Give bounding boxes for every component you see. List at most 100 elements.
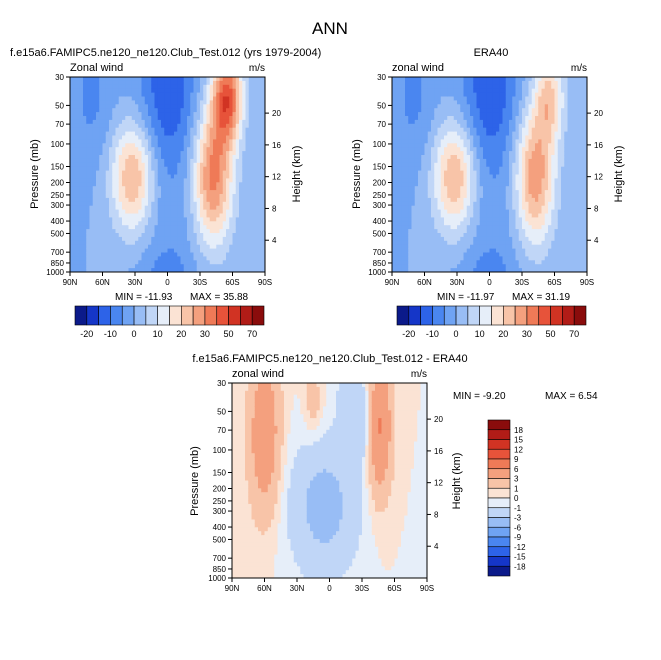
heatmap-cell	[509, 155, 513, 160]
heatmap-cell	[99, 119, 103, 125]
heatmap-cell	[248, 131, 253, 136]
heatmap-cell	[411, 213, 416, 218]
heatmap-cell	[144, 135, 149, 140]
heatmap-cell	[502, 264, 507, 269]
heatmap-cell	[109, 108, 113, 113]
heatmap-cell	[496, 205, 500, 210]
heatmap-cell	[196, 260, 201, 265]
heatmap-cell	[505, 96, 510, 101]
heatmap-cell	[479, 131, 484, 136]
heatmap-cell	[92, 123, 97, 129]
heatmap-cell	[405, 116, 409, 121]
heatmap-cell	[476, 151, 481, 156]
heatmap-cell	[405, 233, 409, 238]
heatmap-cell	[453, 96, 458, 101]
heatmap-cell	[424, 229, 429, 234]
heatmap-cell	[125, 162, 129, 168]
heatmap-cell	[200, 186, 204, 191]
heatmap-cell	[450, 147, 455, 152]
heatmap-cell	[209, 233, 214, 238]
heatmap-cell	[239, 112, 243, 117]
heatmap-cell	[200, 236, 204, 242]
heatmap-cell	[213, 143, 217, 148]
heatmap-cell	[144, 264, 149, 269]
heatmap-cell	[70, 123, 74, 129]
heatmap-cell	[408, 256, 412, 261]
heatmap-cell	[447, 233, 451, 238]
heatmap-cell	[118, 197, 123, 203]
heatmap-cell	[164, 217, 168, 222]
heatmap-cell	[161, 100, 165, 105]
heatmap-cell	[148, 240, 152, 246]
heatmap-cell	[70, 225, 74, 230]
heatmap-cell	[144, 123, 149, 129]
heatmap-cell	[183, 151, 188, 156]
heatmap-cell	[499, 186, 503, 191]
heatmap-cell	[235, 162, 240, 168]
heatmap-cell	[196, 256, 201, 261]
heatmap-cell	[131, 162, 136, 168]
heatmap-cell	[177, 190, 181, 195]
heatmap-cell	[512, 88, 516, 93]
heatmap-cell	[440, 229, 445, 234]
heatmap-cell	[151, 194, 155, 199]
heatmap-cell	[102, 131, 107, 136]
heatmap-cell	[141, 155, 146, 160]
heatmap-cell	[509, 88, 513, 93]
heatmap-cell	[418, 205, 422, 210]
heatmap-cell	[148, 151, 152, 156]
heatmap-cell	[148, 229, 152, 234]
heatmap-cell	[151, 166, 155, 171]
heatmap-cell	[232, 123, 237, 129]
heatmap-cell	[255, 77, 259, 82]
heatmap-cell	[174, 80, 178, 86]
heatmap-cell	[437, 96, 442, 101]
heatmap-cell	[505, 162, 510, 168]
heatmap-cell	[392, 88, 396, 93]
heatmap-cell	[395, 88, 399, 93]
heatmap-cell	[239, 104, 243, 109]
heatmap-cell	[248, 151, 253, 156]
heatmap-cell	[453, 166, 458, 171]
heatmap-cell	[466, 119, 471, 125]
heatmap-cell	[431, 197, 435, 203]
heatmap-cell	[209, 178, 214, 183]
heatmap-cell	[105, 166, 110, 171]
heatmap-cell	[83, 147, 87, 152]
heatmap-cell	[229, 123, 233, 129]
heatmap-cell	[190, 170, 194, 175]
heatmap-cell	[203, 77, 207, 82]
heatmap-cell	[216, 119, 220, 125]
heatmap-cell	[200, 233, 204, 238]
heatmap-cell	[489, 201, 494, 207]
heatmap-cell	[144, 233, 149, 238]
heatmap-cell	[512, 225, 516, 230]
heatmap-cell	[86, 174, 90, 179]
heatmap-cell	[401, 268, 406, 273]
heatmap-cell	[457, 248, 461, 253]
heatmap-cell	[502, 186, 507, 191]
heatmap-cell	[180, 119, 185, 125]
heatmap-cell	[96, 209, 100, 214]
heatmap-cell	[167, 147, 172, 152]
heatmap-cell	[167, 240, 172, 246]
heatmap-cell	[157, 88, 162, 93]
heatmap-cell	[167, 252, 172, 257]
heatmap-cell	[460, 116, 464, 121]
heatmap-cell	[395, 100, 399, 105]
heatmap-cell	[92, 244, 97, 249]
heatmap-cell	[154, 260, 159, 265]
heatmap-cell	[164, 139, 168, 144]
heatmap-cell	[505, 248, 510, 253]
heatmap-cell	[206, 240, 211, 246]
heatmap-cell	[177, 80, 181, 86]
heatmap-cell	[196, 201, 201, 207]
heatmap-cell	[431, 205, 435, 210]
heatmap-cell	[216, 178, 220, 183]
heatmap-cell	[476, 260, 481, 265]
heatmap-cell	[502, 225, 507, 230]
heatmap-cell	[424, 100, 429, 105]
heatmap-cell	[496, 158, 500, 164]
heatmap-cell	[421, 209, 425, 214]
heatmap-cell	[135, 194, 139, 199]
